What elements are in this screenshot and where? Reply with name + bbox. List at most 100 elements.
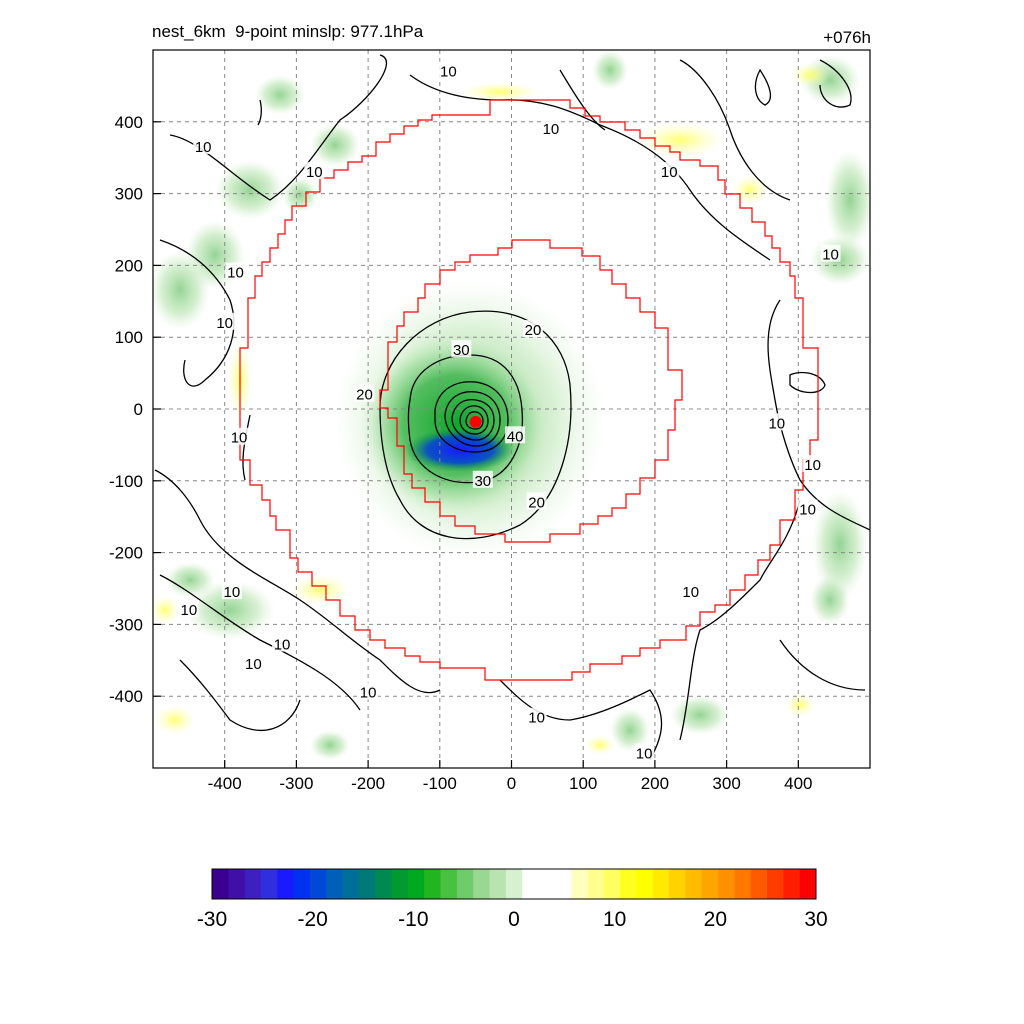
shaded-field: [153, 50, 870, 760]
colorbar-swatch: [228, 869, 246, 899]
y-tick-label: -200: [109, 544, 143, 563]
contour-label: 10: [661, 164, 678, 181]
contour-inner: [465, 411, 484, 430]
colorbar-tick-label: 30: [804, 908, 827, 931]
contour-label-bg: [634, 743, 655, 761]
contour-10: [499, 679, 663, 761]
colorbar-tick-label: 20: [704, 908, 727, 931]
contour-label: 20: [528, 494, 545, 511]
contour-label: 10: [543, 121, 560, 138]
yellow-patch: [585, 735, 615, 755]
domain-boundaries: [239, 99, 819, 681]
colorbar-tick-label: -10: [398, 908, 428, 931]
y-tick-label: 300: [115, 185, 143, 204]
contour-label-bg: [540, 118, 561, 136]
colorbar-swatch: [440, 869, 458, 899]
contour-label-bg: [680, 582, 701, 600]
contour-10: [789, 371, 826, 394]
green-patch: [812, 490, 868, 600]
contour-label-bg: [304, 162, 325, 180]
green-patch: [670, 695, 730, 735]
contour-10: [242, 414, 251, 481]
contour-label-bg: [526, 707, 547, 725]
colorbar-swatch: [293, 869, 311, 899]
contour-label-bg: [505, 426, 526, 444]
contour-20: [379, 310, 572, 540]
colorbar-swatch: [799, 869, 817, 899]
contour-label: 10: [181, 602, 198, 619]
contour-label: 10: [195, 139, 212, 156]
contour-label: 10: [360, 685, 377, 702]
colorbar-swatch: [750, 869, 768, 899]
colorbar-swatch: [522, 869, 539, 899]
colorbar-swatch: [277, 869, 295, 899]
colorbar-swatch: [554, 869, 572, 899]
x-tick-label: 100: [569, 774, 597, 793]
contour-label-bg: [221, 582, 242, 600]
x-tick-label: 200: [641, 774, 669, 793]
yellow-patch: [785, 693, 815, 717]
contour-label: 10: [822, 247, 839, 264]
colorbar-swatch: [636, 869, 654, 899]
contour-10: [754, 68, 772, 106]
y-tick-label: 0: [134, 400, 143, 419]
x-tick-label: 0: [507, 774, 516, 793]
green-patch: [215, 160, 285, 220]
contour-label: 30: [453, 342, 470, 359]
contour-label-bg: [659, 162, 680, 180]
contour-label-bg: [358, 682, 379, 700]
contour-inner: [444, 391, 501, 447]
green-patch: [282, 177, 318, 213]
green-patch: [825, 150, 870, 250]
yellow-patch: [153, 595, 180, 625]
x-tick-label: -300: [279, 774, 313, 793]
colorbar-swatch: [685, 869, 703, 899]
colorbar-swatch: [244, 869, 262, 899]
colorbar: -30 -20 -10 0 10 20 30: [197, 868, 828, 931]
colorbar-swatch: [783, 869, 801, 899]
colorbar-swatch: [734, 869, 752, 899]
green-patch: [810, 575, 850, 625]
contour-10: [679, 59, 791, 201]
contour-10: [159, 239, 235, 387]
colorbar-swatch: [424, 869, 442, 899]
contour-label: 20: [525, 322, 542, 339]
colorbar-swatch: [358, 869, 376, 899]
x-tick-label: -400: [208, 774, 242, 793]
yellow-patch: [290, 575, 350, 605]
y-tick-label: -100: [109, 472, 143, 491]
contour-label: 10: [231, 430, 248, 447]
contour-label-bg: [797, 499, 818, 517]
y-tick-label: 100: [115, 328, 143, 347]
colorbar-swatch: [669, 869, 686, 899]
contour-label: 20: [356, 387, 373, 404]
colorbar-swatch: [538, 869, 556, 899]
colorbar-frame: [211, 868, 817, 900]
contour-10: [179, 659, 301, 731]
x-tick-label: -200: [351, 774, 385, 793]
colorbar-tick-label: 0: [508, 908, 520, 931]
colorbar-swatch: [505, 869, 523, 899]
contour-10: [559, 69, 606, 131]
contour-10: [767, 299, 870, 531]
yellow-patch: [790, 63, 830, 87]
contour-label: 10: [440, 64, 457, 81]
contour-label-bg: [272, 634, 293, 652]
contour-label: 10: [768, 415, 785, 432]
yellow-patch: [155, 705, 195, 735]
y-tick-label: 200: [115, 256, 143, 275]
y-tick-label: -300: [109, 615, 143, 634]
contour-label-bg: [523, 320, 544, 338]
colorbar-swatch: [620, 869, 637, 899]
contour-inner: [459, 405, 489, 435]
contour-label-bg: [354, 384, 375, 402]
contour-label-bg: [225, 262, 246, 280]
contour-label-bg: [472, 470, 493, 488]
contour-inner: [451, 398, 495, 441]
green-patch: [185, 580, 275, 640]
green-patch: [255, 75, 305, 115]
y-axis-ticks: 400 300 200 100 0 -100 -200 -300 -400: [109, 113, 161, 706]
contour-label: 30: [474, 473, 491, 490]
contour-label: 10: [227, 265, 244, 282]
contour-label: 10: [224, 584, 241, 601]
